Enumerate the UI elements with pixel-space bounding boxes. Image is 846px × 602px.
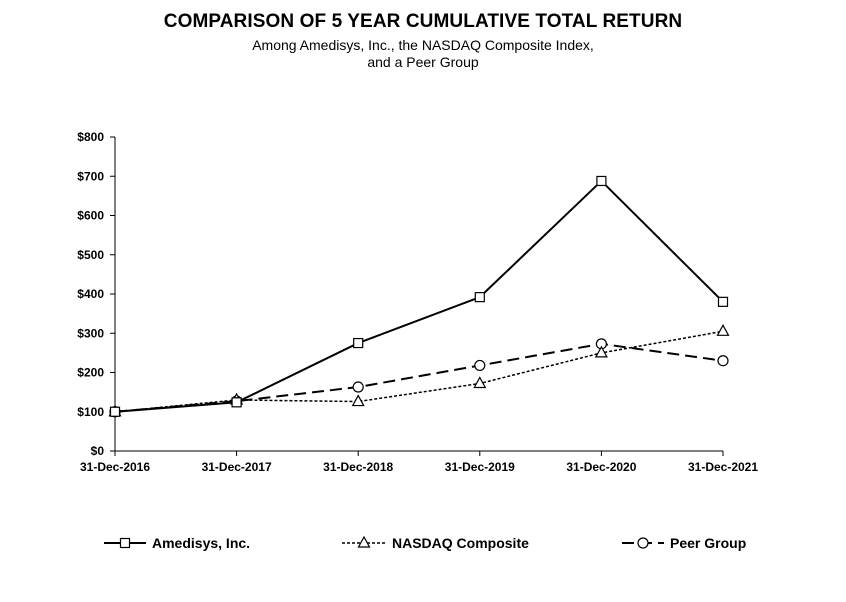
x-tick-label: 31-Dec-2019 <box>445 460 515 474</box>
legend-item-amedisys-inc: Amedisys, Inc. <box>104 535 250 551</box>
y-tick-label: $300 <box>77 326 104 340</box>
chart-subtitle-line-1: Among Amedisys, Inc., the NASDAQ Composi… <box>252 37 594 53</box>
data-point-nasdaq-composite <box>594 345 608 358</box>
data-point-nasdaq-composite <box>716 324 730 336</box>
chart-series <box>108 175 730 418</box>
data-point-peer-group <box>474 359 486 372</box>
legend-marker <box>119 537 131 549</box>
x-tick-label: 31-Dec-2017 <box>202 460 272 474</box>
y-tick-label: $400 <box>77 287 104 301</box>
x-tick-label: 31-Dec-2021 <box>688 460 758 474</box>
series-line-amedisys-inc <box>114 179 724 413</box>
series-nasdaq-composite <box>108 324 730 417</box>
data-point-nasdaq-composite <box>351 394 365 407</box>
legend-marker <box>357 535 371 548</box>
legend-label: Amedisys, Inc. <box>152 535 250 551</box>
series-amedisys-inc <box>109 175 729 417</box>
x-tick-label: 31-Dec-2016 <box>80 460 150 474</box>
series-line-peer-group <box>114 342 724 413</box>
x-tick-label: 31-Dec-2020 <box>566 460 636 474</box>
data-point-amedisys-inc <box>353 337 364 349</box>
chart-title: COMPARISON OF 5 YEAR CUMULATIVE TOTAL RE… <box>163 11 683 32</box>
legend-label: Peer Group <box>670 535 746 551</box>
y-tick-label: $200 <box>77 366 104 380</box>
y-tick-label: $700 <box>77 169 104 183</box>
y-tick-label: $0 <box>91 444 105 458</box>
data-point-nasdaq-composite <box>473 376 487 389</box>
y-tick-label: $600 <box>77 209 104 223</box>
data-point-amedisys-inc <box>717 296 729 307</box>
chart-subtitle-line-2: and a Peer Group <box>367 54 479 70</box>
data-point-amedisys-inc <box>474 292 485 303</box>
legend-label: NASDAQ Composite <box>392 535 529 551</box>
chart-axes: $0 $100 $200 $300 $400 $500 $600 $700 $800 31-Dec… <box>77 130 758 474</box>
data-point-amedisys-inc <box>109 406 121 417</box>
legend-item-peer-group: Peer Group <box>622 535 746 551</box>
legend-item-nasdaq-composite: NASDAQ Composite <box>342 535 529 551</box>
data-point-amedisys-inc <box>231 397 242 408</box>
legend-marker <box>637 537 649 549</box>
data-point-amedisys-inc <box>596 175 607 187</box>
y-tick-label: $800 <box>77 130 104 144</box>
series-line-nasdaq-composite <box>114 330 724 413</box>
y-tick-label: $100 <box>77 405 104 419</box>
chart-legend: Amedisys, Inc. NASDAQ Composite Peer Group <box>104 535 746 551</box>
y-tick-label: $500 <box>77 248 104 262</box>
x-tick-label: 31-Dec-2018 <box>323 460 393 474</box>
data-point-peer-group <box>352 381 364 393</box>
data-point-peer-group <box>717 355 729 367</box>
